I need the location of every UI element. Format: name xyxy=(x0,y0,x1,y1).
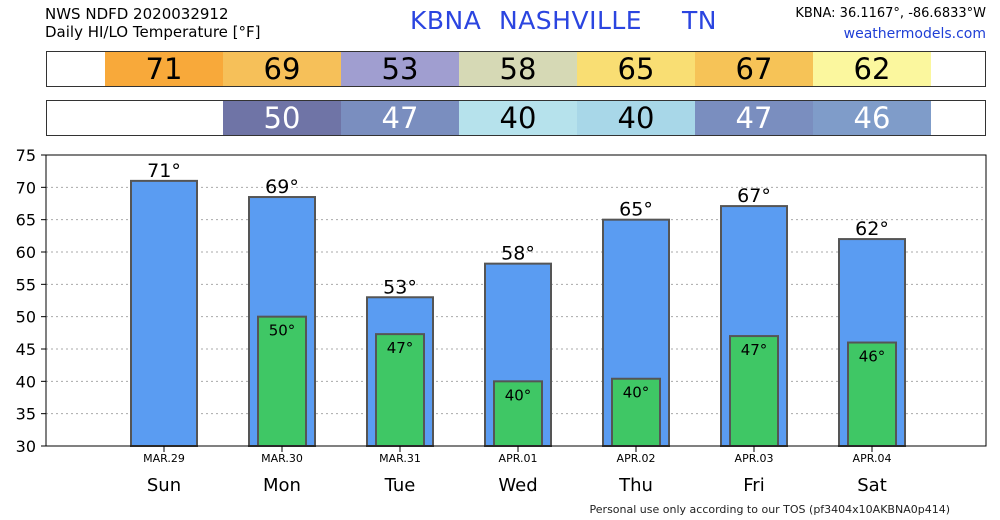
date-label: APR.02 xyxy=(617,452,656,465)
low-temp-cell: 47 xyxy=(341,101,459,135)
header-left: NWS NDFD 2020032912 Daily HI/LO Temperat… xyxy=(45,5,261,41)
low-temp-bar xyxy=(729,335,779,448)
footer-notice: Personal use only according to our TOS (… xyxy=(589,503,950,516)
low-temp-cell xyxy=(105,101,223,135)
day-label: Mon xyxy=(263,475,301,496)
high-temp-cell: 53 xyxy=(341,52,459,86)
y-tick-label: 65 xyxy=(16,211,36,230)
high-temp-cell: 58 xyxy=(459,52,577,86)
low-temp-cell: 46 xyxy=(813,101,931,135)
y-tick-label: 75 xyxy=(16,146,36,165)
low-temp-label: 40° xyxy=(623,384,650,402)
date-label: APR.01 xyxy=(499,452,538,465)
high-temp-cell: 62 xyxy=(813,52,931,86)
day-label: Sun xyxy=(147,475,181,496)
high-temp-label: 58° xyxy=(501,243,535,265)
y-tick-label: 40 xyxy=(16,372,36,391)
date-label: MAR.29 xyxy=(143,452,185,465)
low-temp-bar xyxy=(375,333,425,448)
high-temp-cell: 69 xyxy=(223,52,341,86)
y-tick-label: 50 xyxy=(16,308,36,327)
low-temp-bar xyxy=(847,341,897,447)
high-temp-label: 53° xyxy=(383,276,417,298)
low-temp-cell: 47 xyxy=(695,101,813,135)
low-temp-strip: 50 47 40 40 47 46 xyxy=(46,100,986,136)
high-temp-label: 67° xyxy=(737,185,771,207)
date-label: MAR.30 xyxy=(261,452,303,465)
low-temp-bar xyxy=(611,377,661,448)
day-label: Tue xyxy=(384,475,416,496)
high-temp-label: 71° xyxy=(147,160,181,182)
station-state: TN xyxy=(682,6,717,35)
low-temp-label: 47° xyxy=(741,341,768,359)
high-temp-label: 65° xyxy=(619,199,653,221)
low-temp-label: 50° xyxy=(269,322,296,340)
low-temp-label: 47° xyxy=(387,339,414,357)
day-label: Fri xyxy=(743,475,764,496)
y-tick-label: 45 xyxy=(16,340,36,359)
y-tick-label: 30 xyxy=(16,437,36,456)
chart-subtitle: Daily HI/LO Temperature [°F] xyxy=(45,23,261,41)
station-coords: KBNA: 36.1167°, -86.6833°W xyxy=(795,6,986,21)
header-right: KBNA: 36.1167°, -86.6833°W weathermodels… xyxy=(795,5,986,43)
high-temp-cell: 71 xyxy=(105,52,223,86)
plot-frame xyxy=(45,154,987,447)
low-temp-cell: 40 xyxy=(459,101,577,135)
high-temp-cell: 67 xyxy=(695,52,813,86)
high-temp-bar xyxy=(130,179,198,447)
product-title: NWS NDFD 2020032912 xyxy=(45,5,229,23)
station-city: NASHVILLE xyxy=(499,6,643,35)
low-temp-label: 46° xyxy=(859,348,886,366)
date-label: APR.03 xyxy=(735,452,774,465)
high-temp-cell: 65 xyxy=(577,52,695,86)
y-tick-label: 60 xyxy=(16,243,36,262)
low-temp-cell: 50 xyxy=(223,101,341,135)
y-tick-label: 35 xyxy=(16,405,36,424)
site-link[interactable]: weathermodels.com xyxy=(843,26,986,42)
low-temp-cell: 40 xyxy=(577,101,695,135)
station-title: KBNA NASHVILLE TN xyxy=(0,6,1000,38)
day-label: Thu xyxy=(618,475,653,496)
high-temp-label: 62° xyxy=(855,218,889,240)
y-tick-label: 55 xyxy=(16,275,36,294)
high-temp-strip: 71 69 53 58 65 67 62 xyxy=(46,51,986,87)
station-id: KBNA xyxy=(410,6,482,35)
high-temp-label: 69° xyxy=(265,176,299,198)
y-tick-label: 70 xyxy=(16,178,36,197)
day-label: Sat xyxy=(857,475,887,496)
day-label: Wed xyxy=(498,475,537,496)
low-temp-bar xyxy=(257,315,307,447)
date-label: APR.04 xyxy=(853,452,892,465)
low-temp-label: 40° xyxy=(505,386,532,404)
date-label: MAR.31 xyxy=(379,452,421,465)
